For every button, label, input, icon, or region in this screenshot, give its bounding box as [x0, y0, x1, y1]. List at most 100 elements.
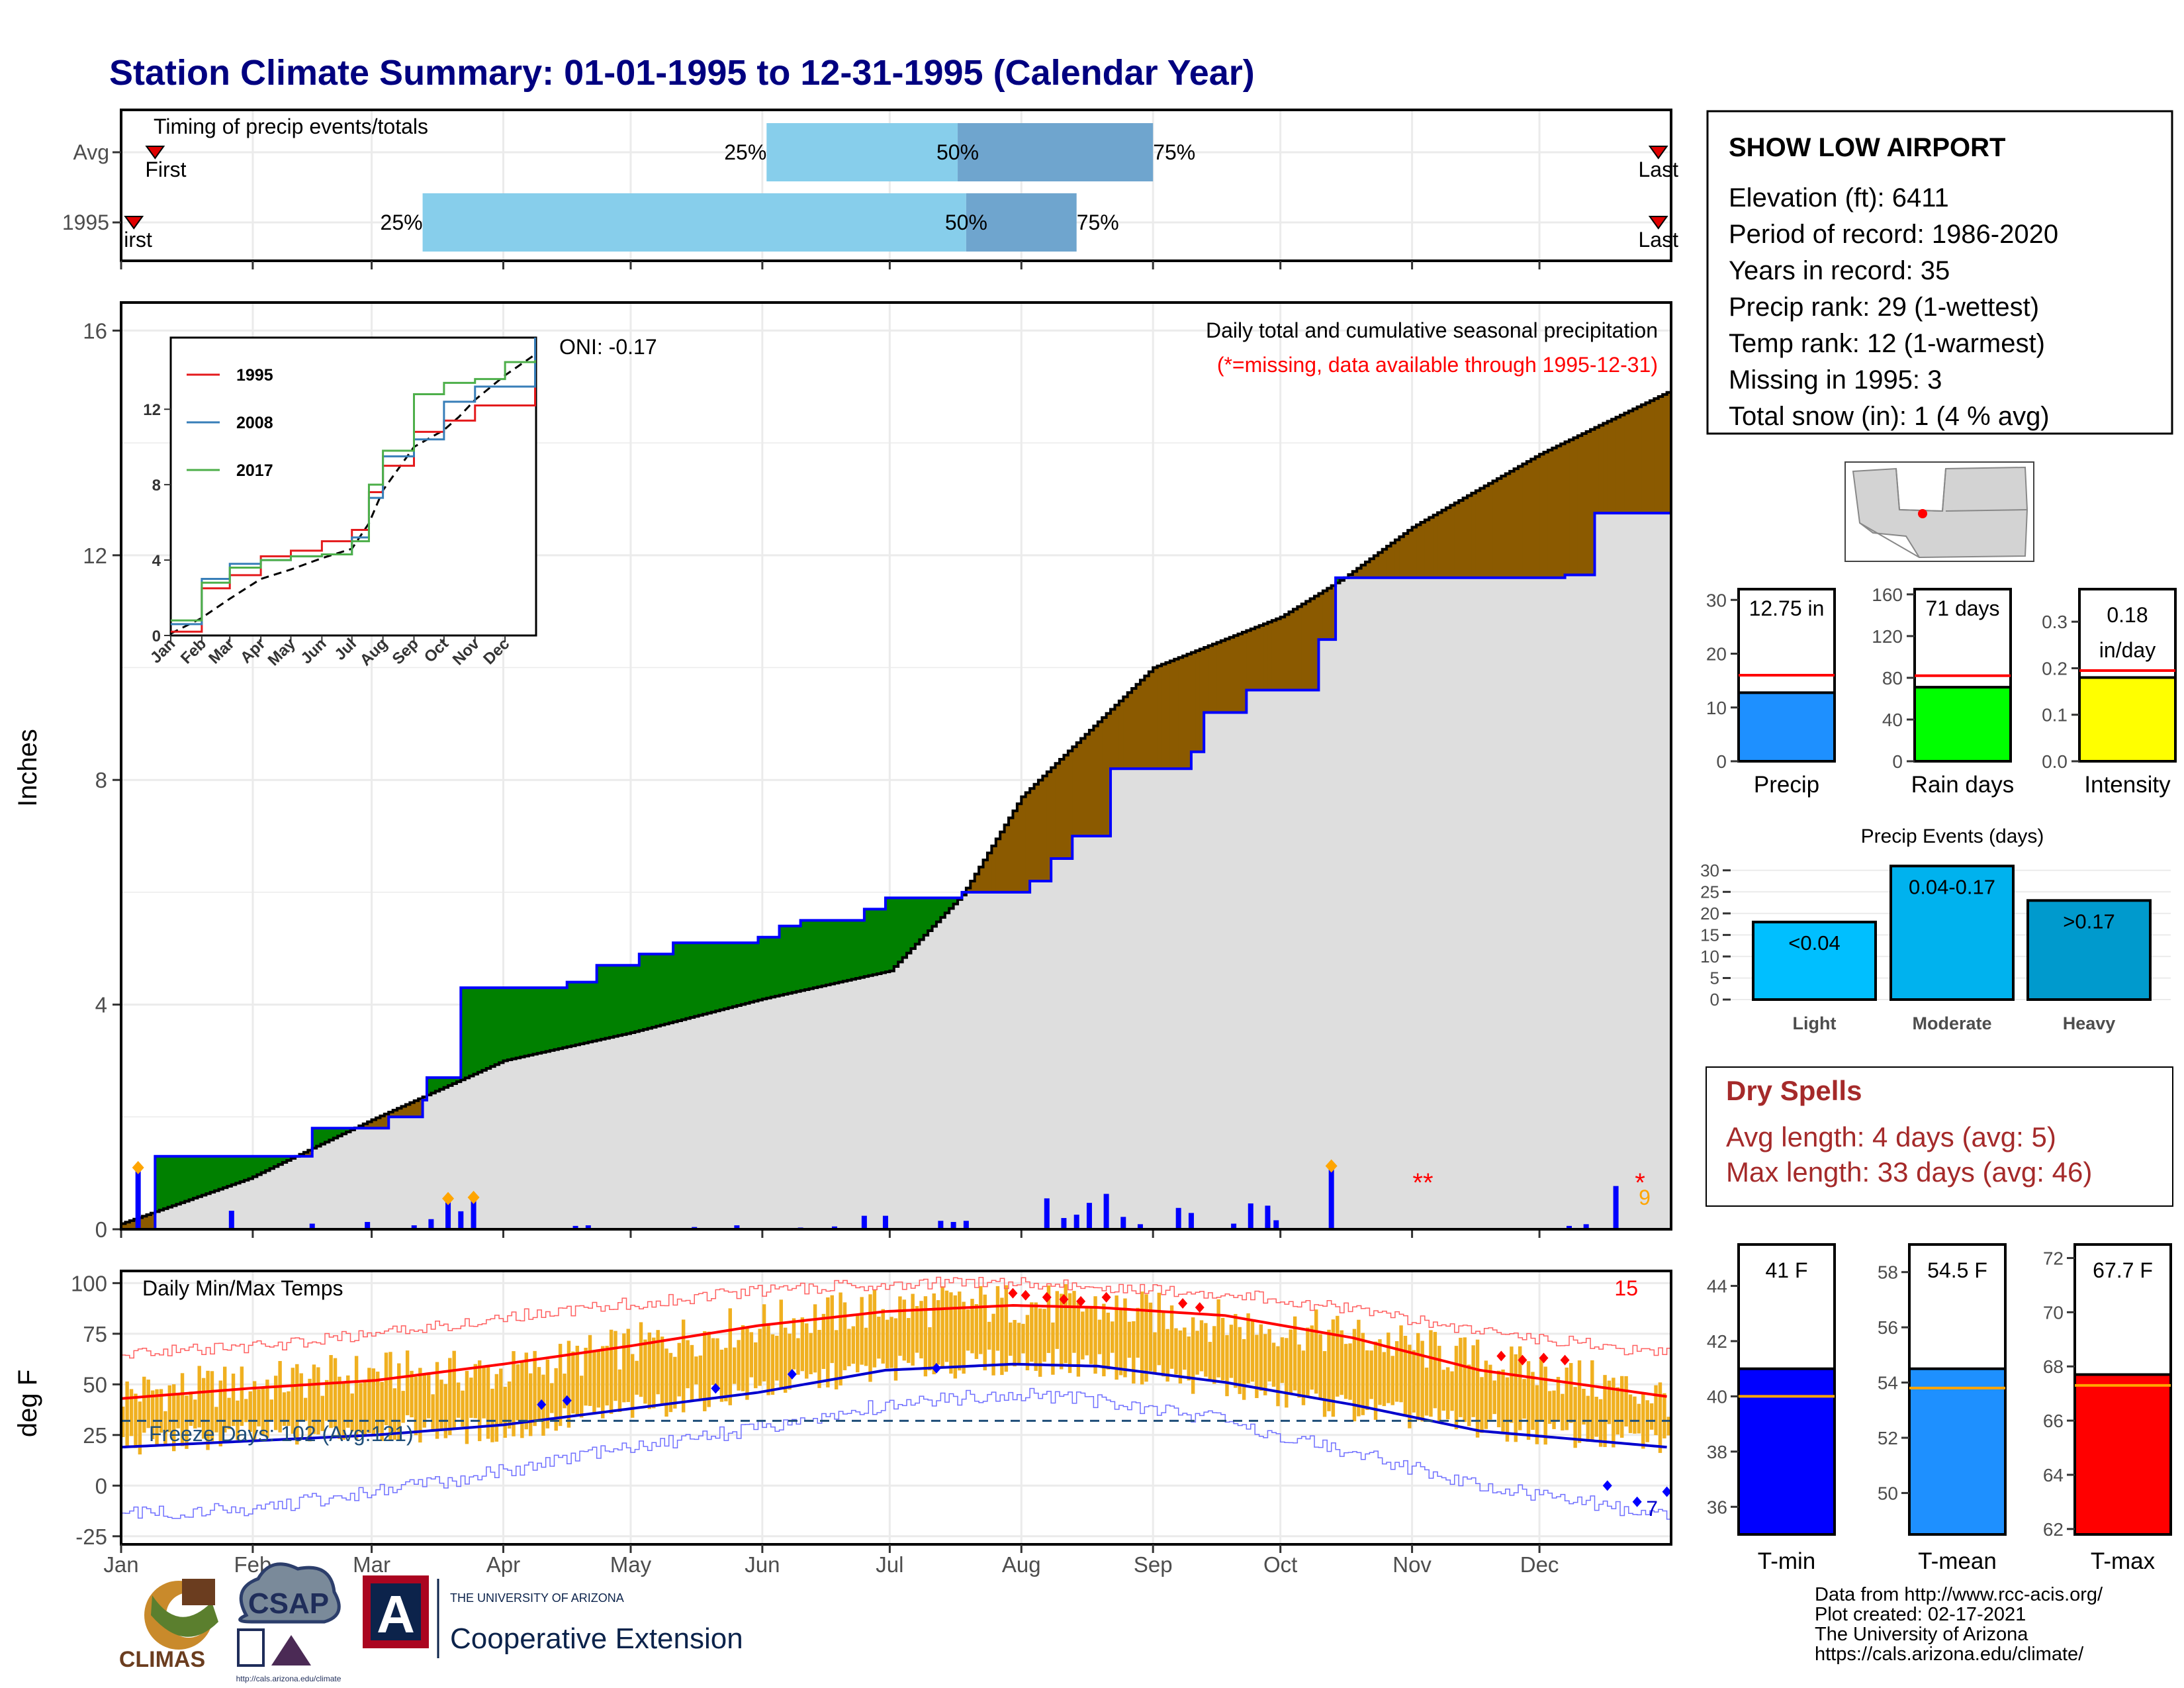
above-avg-area [766, 937, 772, 998]
missing-mark-nov: ** [1412, 1168, 1433, 1197]
daily-precip-bar [1188, 1213, 1194, 1229]
daily-temp-bar [1038, 1308, 1042, 1377]
daily-temp-bar [1331, 1319, 1336, 1417]
daily-temp-bar [754, 1342, 758, 1389]
daily-temp-bar [1552, 1390, 1556, 1429]
daily-temp-bar [817, 1330, 821, 1388]
daily-temp-bar [1492, 1380, 1496, 1415]
timing-bar-upper [958, 123, 1154, 181]
below-avg-area [146, 1214, 152, 1229]
daily-temp-bar [728, 1308, 732, 1405]
daily-temp-bar [979, 1286, 983, 1354]
above-avg-area [664, 954, 670, 1024]
daily-temp-bar [1046, 1285, 1051, 1353]
temp-bar-label: T-max [2091, 1548, 2156, 1574]
events-tick-label: 25 [1700, 882, 1719, 902]
below-avg-area [384, 1113, 389, 1129]
events-tick-label: 0 [1710, 990, 1719, 1009]
daily-temp-bar [1378, 1339, 1382, 1405]
temp-bar-tick-label: 58 [1878, 1262, 1898, 1283]
summary-bar-tick-label: 20 [1706, 644, 1727, 665]
record-precip-marker [442, 1192, 455, 1205]
daily-temp-bar [1042, 1309, 1046, 1362]
above-avg-area [541, 988, 547, 1053]
above-avg-area [647, 954, 653, 1029]
daily-temp-bar [839, 1292, 842, 1385]
precip-panel: 0 4 8 12 16 Inches ONI: -0.17 Daily total an… [13, 301, 1672, 1242]
daily-temp-bar [622, 1333, 626, 1403]
below-avg-area [1034, 784, 1039, 881]
daily-temp-bar [155, 1389, 159, 1446]
temp-bar-tick-label: 70 [2043, 1302, 2064, 1323]
record-high-line [121, 1276, 1671, 1359]
daily-temp-bar [596, 1351, 601, 1408]
daily-precip-bar [135, 1170, 141, 1229]
below-avg-area [1208, 645, 1213, 713]
record-low-line [121, 1387, 1671, 1520]
above-avg-area [494, 988, 500, 1065]
above-avg-area [503, 988, 508, 1061]
above-avg-area [792, 925, 797, 993]
page-title: Station Climate Summary: 01-01-1995 to 1… [109, 53, 1255, 93]
temp-bar-t-min: 36 38 40 42 44 41 F T-min [1707, 1243, 1836, 1574]
below-avg-area [392, 1110, 398, 1117]
summary-bar-label: Intensity [2084, 772, 2171, 798]
month-label: Jan [103, 1552, 138, 1577]
temp-min-count: 7 [1646, 1497, 1658, 1521]
daily-temp-bar [405, 1350, 410, 1415]
temp-ytick-label: 0 [95, 1474, 107, 1498]
daily-temp-bar [448, 1358, 452, 1435]
above-avg-area [677, 943, 682, 1021]
daily-temp-bar [877, 1317, 881, 1359]
events-tick-label: 5 [1710, 968, 1719, 988]
station-info-box: SHOW LOW AIRPORT Elevation (ft): 6411 Pe… [1706, 110, 2173, 435]
below-avg-area [1612, 419, 1617, 514]
daily-temp-bar [269, 1399, 273, 1421]
daily-temp-bar [1505, 1377, 1510, 1442]
daily-temp-bar [741, 1325, 745, 1391]
daily-temp-bar [346, 1375, 350, 1428]
daily-temp-bar [303, 1397, 308, 1421]
above-avg-area [936, 898, 941, 922]
daily-temp-bar [384, 1352, 388, 1425]
below-avg-area [966, 888, 971, 892]
above-avg-area [626, 965, 631, 1034]
daily-temp-bar [1148, 1302, 1153, 1372]
above-avg-area [439, 1077, 445, 1090]
daily-temp-bar [180, 1373, 185, 1446]
daily-temp-bar [1475, 1339, 1480, 1438]
below-avg-area [1127, 692, 1132, 769]
above-avg-area [567, 982, 572, 1047]
daily-temp-bar [1565, 1367, 1569, 1430]
summary-bar-value [1737, 691, 1836, 763]
precip-ytick-label: 8 [95, 768, 107, 792]
daily-temp-bar [1102, 1303, 1106, 1377]
daily-temp-bar [443, 1383, 448, 1438]
temp-bar-tick-label: 56 [1878, 1317, 1898, 1338]
summary-bar-tick-label: 120 [1872, 626, 1903, 647]
summary-bar-tick-label: 80 [1882, 668, 1903, 688]
daily-temp-bar [842, 1302, 847, 1370]
below-avg-area [1174, 659, 1179, 769]
summary-bar-tick-label: 0.3 [2042, 612, 2068, 632]
below-avg-area [1348, 574, 1353, 578]
daily-temp-bar [911, 1293, 915, 1366]
above-avg-area [185, 1156, 190, 1201]
daily-precip-bar [882, 1215, 888, 1229]
daily-temp-bar [1009, 1322, 1013, 1356]
month-label: Mar [353, 1552, 390, 1577]
daily-temp-bar [1212, 1326, 1216, 1384]
daily-temp-bar [970, 1299, 974, 1354]
daily-temp-bar [1111, 1321, 1115, 1353]
below-avg-area [1157, 665, 1162, 769]
above-avg-area [601, 965, 606, 1039]
above-avg-area [885, 898, 890, 972]
below-avg-area [1280, 617, 1285, 690]
above-avg-area [770, 937, 776, 998]
events-tick-label: 15 [1700, 925, 1719, 945]
avg-min-line [120, 1362, 1667, 1449]
daily-temp-bar [456, 1382, 461, 1418]
below-avg-area [1552, 447, 1557, 578]
below-avg-area [1373, 555, 1379, 578]
below-avg-area [405, 1104, 410, 1117]
